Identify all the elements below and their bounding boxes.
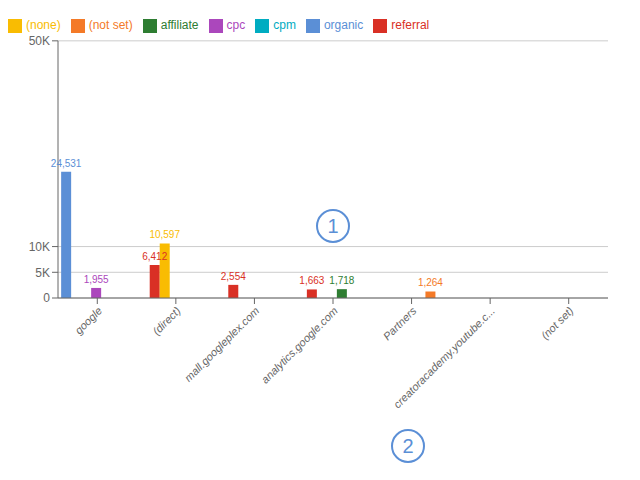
html-text:(not set): (not set) [88, 18, 133, 32]
html-text:cpc: cpc [226, 18, 246, 32]
svg-text:2: 2 [402, 435, 413, 457]
svg-text:Partners: Partners [381, 304, 419, 342]
svg-text:1: 1 [327, 215, 338, 237]
svg-text:5K: 5K [35, 266, 50, 280]
svg-text:analytics.google.com: analytics.google.com [259, 304, 340, 385]
svg-text:10,597: 10,597 [149, 229, 180, 240]
svg-text:24,531: 24,531 [51, 158, 82, 169]
html-text:(none): (none) [26, 18, 61, 32]
svg-text:0: 0 [43, 291, 50, 305]
svg-text:creatoracademy.youtube.c...: creatoracademy.youtube.c... [391, 304, 497, 410]
svg-text:(direct): (direct) [150, 304, 183, 337]
html-text:cpm: cpm [273, 18, 296, 32]
svg-text:1,955: 1,955 [84, 274, 109, 285]
html-text:affiliate: affiliate [160, 18, 199, 32]
svg-text:10K: 10K [29, 240, 50, 254]
svg-text:1,264: 1,264 [418, 277, 443, 288]
html-text:referral: referral [391, 18, 430, 32]
svg-text:(not set): (not set) [539, 304, 576, 341]
svg-text:50K: 50K [29, 34, 50, 48]
svg-text:6,412: 6,412 [142, 251, 167, 262]
svg-text:1,663: 1,663 [299, 275, 324, 286]
svg-text:2,554: 2,554 [221, 271, 246, 282]
html-text:organic: organic [323, 18, 364, 32]
svg-text:google: google [72, 304, 104, 336]
svg-text:mall.googleplex.com: mall.googleplex.com [182, 304, 261, 383]
svg-text:1,718: 1,718 [329, 275, 354, 286]
